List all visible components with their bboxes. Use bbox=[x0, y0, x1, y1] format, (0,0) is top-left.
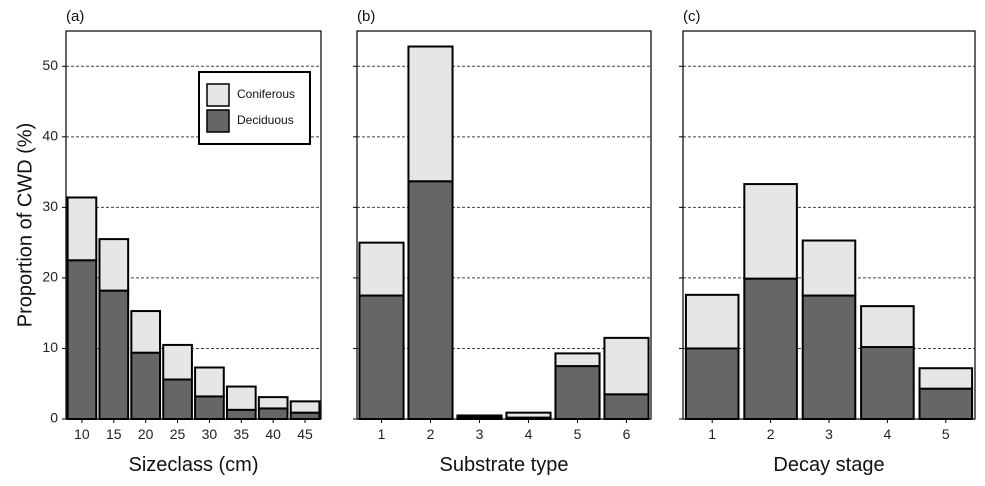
x-tick-label: 3 bbox=[476, 426, 484, 442]
bar-coniferous bbox=[130, 310, 162, 354]
x-tick-label: 1 bbox=[378, 426, 386, 442]
bar-deciduous bbox=[603, 393, 650, 420]
x-tick-label: 15 bbox=[106, 426, 122, 442]
bar-coniferous bbox=[684, 293, 740, 350]
panel-label: (a) bbox=[66, 8, 84, 25]
bar-coniferous bbox=[358, 241, 405, 297]
bar-deciduous bbox=[66, 259, 98, 421]
legend: Coniferous Deciduous bbox=[198, 71, 311, 145]
x-tick-label: 35 bbox=[234, 426, 250, 442]
bar-coniferous bbox=[225, 385, 257, 411]
x-tick-label: 45 bbox=[297, 426, 313, 442]
bar-coniferous bbox=[289, 400, 321, 414]
bar-coniferous bbox=[162, 343, 193, 381]
bar-coniferous bbox=[257, 396, 289, 410]
bar-deciduous bbox=[801, 294, 857, 420]
bar-deciduous bbox=[684, 347, 740, 421]
legend-box bbox=[198, 71, 311, 145]
y-tick-label: 40 bbox=[42, 128, 58, 144]
x-tick-label: 4 bbox=[525, 426, 533, 442]
panel-c: 1 2 3 4 5 (c) Decay stage bbox=[679, 8, 976, 476]
bar-deciduous bbox=[130, 351, 162, 421]
x-tick-label: 3 bbox=[825, 426, 833, 442]
x-axis-label: Decay stage bbox=[773, 454, 884, 476]
bar-deciduous bbox=[918, 387, 974, 421]
bar-coniferous bbox=[554, 352, 601, 368]
y-tick-label: 50 bbox=[42, 57, 58, 73]
bar-coniferous bbox=[98, 238, 130, 292]
bar-coniferous bbox=[66, 196, 98, 262]
legend-label-deciduous: Deciduous bbox=[237, 113, 294, 127]
bar-coniferous bbox=[801, 239, 857, 297]
x-axis-label: Sizeclass (cm) bbox=[128, 454, 258, 476]
bar-coniferous bbox=[194, 366, 225, 398]
bar-deciduous bbox=[162, 378, 193, 420]
y-tick-label: 30 bbox=[42, 198, 58, 214]
bar-deciduous bbox=[554, 365, 601, 421]
x-tick-label: 4 bbox=[884, 426, 892, 442]
x-tick-label: 30 bbox=[202, 426, 218, 442]
bar-deciduous bbox=[225, 408, 257, 421]
bar-coniferous bbox=[603, 336, 650, 396]
x-tick-label: 25 bbox=[170, 426, 186, 442]
x-tick-label: 2 bbox=[427, 426, 435, 442]
bar-deciduous bbox=[860, 346, 915, 420]
x-tick-label: 10 bbox=[74, 426, 90, 442]
x-tick-label: 5 bbox=[574, 426, 582, 442]
panel-frame bbox=[65, 30, 322, 420]
bar-deciduous bbox=[194, 395, 225, 420]
panel-a: 10 15 20 25 30 35 40 45 0 10 20 30 40 50 (a) Sizeclass … bbox=[42, 8, 322, 476]
bar-coniferous bbox=[407, 45, 454, 183]
bar-deciduous bbox=[743, 277, 798, 420]
x-tick-label: 5 bbox=[942, 426, 950, 442]
legend-swatch-coniferous bbox=[206, 83, 230, 107]
legend-swatch-deciduous bbox=[206, 109, 230, 133]
y-axis-label: Proportion of CWD (%) bbox=[14, 123, 36, 328]
legend-label-coniferous: Coniferous bbox=[237, 87, 295, 101]
y-tick-label: 20 bbox=[42, 269, 58, 285]
panel-label: (b) bbox=[357, 8, 375, 25]
panel-b: 1 2 3 4 5 6 (b) Substrate type bbox=[353, 8, 652, 476]
bar-deciduous bbox=[407, 180, 454, 420]
bar-coniferous bbox=[918, 367, 974, 390]
bar-coniferous bbox=[860, 305, 915, 349]
x-tick-label: 40 bbox=[265, 426, 281, 442]
bar-deciduous bbox=[358, 294, 405, 420]
x-axis-label: Substrate type bbox=[440, 454, 569, 476]
x-tick-label: 6 bbox=[623, 426, 631, 442]
panel-frame bbox=[682, 30, 976, 420]
x-tick-label: 1 bbox=[708, 426, 716, 442]
bar-coniferous bbox=[743, 183, 798, 280]
panel-label: (c) bbox=[683, 8, 701, 25]
bar-coniferous bbox=[505, 411, 552, 419]
x-tick-label: 20 bbox=[138, 426, 154, 442]
y-tick-label: 0 bbox=[50, 410, 58, 426]
bar-deciduous bbox=[98, 289, 130, 420]
x-tick-label: 2 bbox=[767, 426, 775, 442]
panel-frame bbox=[356, 30, 652, 420]
bar-coniferous bbox=[456, 414, 503, 418]
panels: 10 15 20 25 30 35 40 4501020304050(a)Sizeclass … bbox=[42, 8, 976, 476]
y-tick-label: 10 bbox=[42, 339, 58, 355]
bar-deciduous bbox=[257, 407, 289, 420]
